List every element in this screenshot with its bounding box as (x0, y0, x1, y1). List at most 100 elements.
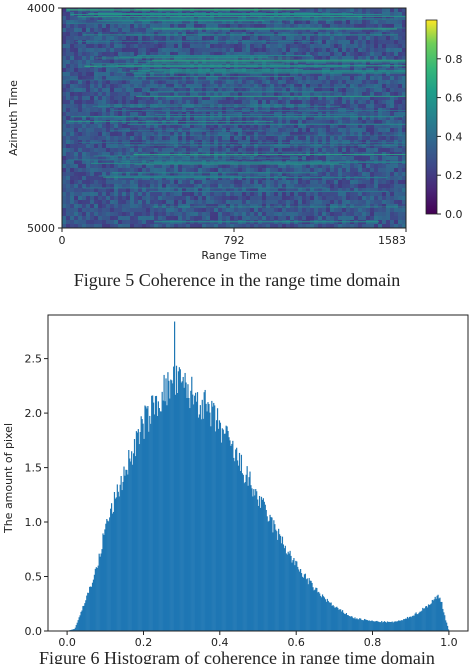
heatmap-cell (302, 100, 307, 105)
heatmap-cell (294, 32, 299, 37)
heatmap-cell (314, 16, 319, 21)
heatmap-cell (66, 60, 71, 65)
heatmap-cell (102, 196, 107, 201)
heatmap-cell (358, 8, 363, 13)
heatmap-cell (382, 208, 387, 213)
heatmap-cell (370, 28, 375, 33)
heatmap-cell (142, 32, 147, 37)
heatmap-cell (214, 48, 219, 53)
heatmap-cell (370, 184, 375, 189)
heatmap-cell (186, 96, 191, 101)
heatmap-cell (278, 208, 283, 213)
heatmap-cell (278, 120, 283, 125)
heatmap-cell (386, 24, 391, 29)
heatmap-cell (98, 16, 103, 21)
heatmap-cell (366, 208, 371, 213)
heatmap-cell (66, 92, 71, 97)
heatmap-cell (274, 84, 279, 89)
heatmap-cell (310, 28, 315, 33)
heatmap-cell (342, 124, 347, 129)
heatmap-cell (318, 156, 323, 161)
heatmap-cell (394, 184, 399, 189)
heatmap-cell (202, 128, 207, 133)
heatmap-cell (174, 48, 179, 53)
heatmap-cell (342, 96, 347, 101)
histogram-bar (112, 511, 115, 631)
heatmap-cell (366, 16, 371, 21)
heatmap-cell (302, 176, 307, 181)
heatmap-cell (234, 44, 239, 49)
histogram-bar (185, 382, 187, 631)
heatmap-cell (318, 224, 323, 229)
heatmap-cell (242, 68, 247, 73)
heatmap-cell (94, 120, 99, 125)
heatmap-cell (82, 40, 87, 45)
heatmap-cell (402, 196, 407, 201)
heatmap-cell (270, 132, 275, 137)
heatmap-cell (310, 36, 315, 41)
heatmap-cell (250, 196, 255, 201)
heatmap-cell (86, 20, 91, 25)
heatmap-cell (250, 208, 255, 213)
heatmap-cell (230, 36, 235, 41)
heatmap-cell (170, 196, 175, 201)
heatmap-cell (186, 128, 191, 133)
heatmap-cell (70, 84, 75, 89)
heatmap-cell (310, 200, 315, 205)
heatmap-cell (282, 168, 287, 173)
heatmap-cell (386, 20, 391, 25)
heatmap-cell (234, 72, 239, 77)
heatmap-cell (398, 48, 403, 53)
heatmap-cell (342, 100, 347, 105)
heatmap-cell (370, 56, 375, 61)
heatmap-cell (250, 36, 255, 41)
heatmap-cell (154, 84, 159, 89)
heatmap-cell (378, 200, 383, 205)
heatmap-cell (198, 100, 203, 105)
heatmap-cell (138, 160, 143, 165)
heatmap-cell (402, 40, 407, 45)
heatmap-cell (342, 80, 347, 85)
heatmap-cell (78, 116, 83, 121)
heatmap-cell (90, 204, 95, 209)
heatmap-cell (106, 60, 111, 65)
heatmap-cell (386, 220, 391, 225)
heatmap-cell (206, 144, 211, 149)
heatmap-cell (190, 172, 195, 177)
heatmap-cell (390, 136, 395, 141)
heatmap-cell (242, 80, 247, 85)
heatmap-cell (346, 144, 351, 149)
heatmap-cell (82, 208, 87, 213)
heatmap-cell (122, 72, 127, 77)
heatmap-cell (190, 68, 195, 73)
heatmap-cell (382, 8, 387, 13)
heatmap-cell (138, 180, 143, 185)
heatmap-cell (190, 168, 195, 173)
heatmap-cell (138, 20, 143, 25)
heatmap-cell (210, 224, 215, 229)
heatmap-cell (266, 108, 271, 113)
heatmap-cell (298, 84, 303, 89)
heatmap-cell (334, 28, 339, 33)
heatmap-cell (270, 184, 275, 189)
heatmap-cell (346, 208, 351, 213)
heatmap-cell (106, 80, 111, 85)
heatmap-cell (382, 40, 387, 45)
heatmap-cell (270, 36, 275, 41)
histogram-bar (77, 620, 79, 631)
heatmap-cell (150, 24, 155, 29)
heatmap-cell (274, 180, 279, 185)
heatmap-cell (286, 136, 291, 141)
heatmap-cell (186, 24, 191, 29)
heatmap-cell (322, 40, 327, 45)
heatmap-cell (242, 84, 247, 89)
heatmap-cell (94, 136, 99, 141)
heatmap-cell (62, 208, 67, 213)
heatmap-cell (198, 224, 203, 229)
heatmap-cell (402, 92, 407, 97)
heatmap-cell (162, 140, 167, 145)
heatmap-cell (366, 144, 371, 149)
heatmap-cell (210, 216, 215, 221)
heatmap-cell (102, 212, 107, 217)
heatmap-cell (138, 140, 143, 145)
